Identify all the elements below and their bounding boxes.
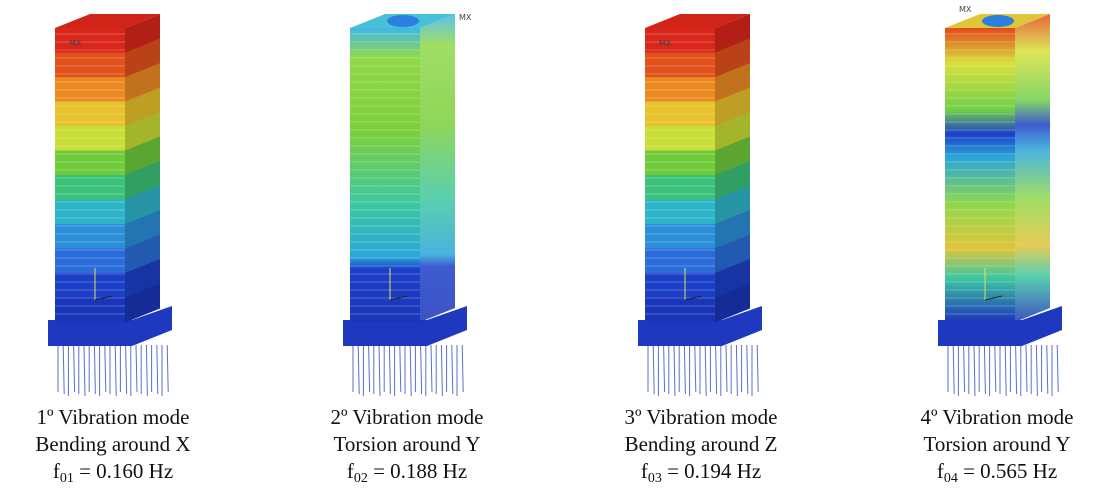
description: Torsion around Y bbox=[877, 431, 1117, 458]
caption: 4º Vibration mode Torsion around Y f04 =… bbox=[877, 404, 1117, 485]
tower-band bbox=[645, 224, 715, 249]
pile bbox=[74, 345, 75, 392]
freq-text: = 0.565 Hz bbox=[958, 459, 1057, 483]
tower-body bbox=[350, 28, 420, 322]
description: Torsion around Y bbox=[287, 431, 527, 458]
frequency: f03 = 0.194 Hz bbox=[581, 458, 821, 485]
tower-band bbox=[55, 298, 125, 323]
pile bbox=[136, 345, 137, 392]
pile bbox=[1057, 345, 1058, 392]
caption: 1º Vibration mode Bending around X f01 =… bbox=[0, 404, 233, 485]
tower-band bbox=[55, 273, 125, 298]
mode: 1º Vibration mode bbox=[0, 404, 233, 431]
freq-symbol: f bbox=[53, 459, 60, 483]
pile bbox=[1047, 345, 1048, 394]
freq-symbol: f bbox=[347, 459, 354, 483]
pile bbox=[410, 345, 411, 396]
tower-images: MX MX MX MX bbox=[0, 0, 1118, 400]
caption: 3º Vibration mode Bending around Z f03 =… bbox=[581, 404, 821, 485]
tower-band bbox=[55, 28, 125, 53]
frequency: f01 = 0.160 Hz bbox=[0, 458, 233, 485]
pile bbox=[1016, 345, 1017, 394]
pile bbox=[389, 345, 390, 394]
pile bbox=[126, 345, 127, 394]
twist-core bbox=[982, 15, 1014, 27]
figure: MX MX MX MX 1º Vibration mode Bending aroun… bbox=[0, 0, 1118, 497]
pile bbox=[94, 345, 95, 394]
pile bbox=[674, 345, 675, 396]
pile bbox=[452, 345, 453, 394]
mode: 4º Vibration mode bbox=[877, 404, 1117, 431]
freq-text: = 0.188 Hz bbox=[368, 459, 467, 483]
pile bbox=[441, 345, 442, 396]
pile bbox=[757, 345, 758, 392]
pile bbox=[379, 345, 380, 396]
pile bbox=[974, 345, 975, 396]
pile bbox=[167, 345, 168, 392]
mode: 2º Vibration mode bbox=[287, 404, 527, 431]
pile bbox=[1026, 345, 1027, 392]
pile bbox=[105, 345, 106, 392]
pile bbox=[995, 345, 996, 392]
pile bbox=[695, 345, 696, 392]
pile bbox=[84, 345, 85, 396]
tower-band bbox=[645, 273, 715, 298]
freq-symbol: f bbox=[641, 459, 648, 483]
pile bbox=[747, 345, 748, 394]
pile bbox=[736, 345, 737, 396]
twist-core bbox=[387, 15, 419, 27]
tower-side bbox=[1015, 14, 1050, 322]
pile bbox=[664, 345, 665, 392]
pile bbox=[726, 345, 727, 392]
pile bbox=[146, 345, 147, 396]
pile bbox=[369, 345, 370, 392]
max-label: MX bbox=[659, 39, 672, 48]
pile bbox=[984, 345, 985, 394]
tower-band bbox=[645, 28, 715, 53]
max-label: MX bbox=[459, 13, 472, 22]
tower-band bbox=[645, 200, 715, 225]
tower-side bbox=[420, 14, 455, 322]
freq-subscript: 03 bbox=[648, 471, 662, 486]
caption: 2º Vibration mode Torsion around Y f02 =… bbox=[287, 404, 527, 485]
frequency: f04 = 0.565 Hz bbox=[877, 458, 1117, 485]
freq-subscript: 01 bbox=[60, 471, 74, 486]
max-label: MX bbox=[69, 39, 82, 48]
description: Bending around Z bbox=[581, 431, 821, 458]
max-label: MX bbox=[959, 5, 972, 14]
pile bbox=[462, 345, 463, 392]
pile bbox=[421, 345, 422, 394]
pile bbox=[964, 345, 965, 392]
pile bbox=[705, 345, 706, 396]
tower-band bbox=[55, 249, 125, 274]
freq-symbol: f bbox=[937, 459, 944, 483]
pile bbox=[63, 345, 64, 394]
pile bbox=[953, 345, 954, 394]
tower-body bbox=[945, 28, 1015, 322]
pile bbox=[684, 345, 685, 394]
tower-band bbox=[645, 298, 715, 323]
pile bbox=[1005, 345, 1006, 396]
pile bbox=[358, 345, 359, 394]
pile bbox=[115, 345, 116, 396]
pile bbox=[653, 345, 654, 394]
pile bbox=[716, 345, 717, 394]
tower-band bbox=[645, 175, 715, 200]
pile bbox=[157, 345, 158, 394]
pile bbox=[400, 345, 401, 392]
tower-band bbox=[55, 175, 125, 200]
tower-band bbox=[55, 224, 125, 249]
tower-band bbox=[645, 249, 715, 274]
freq-subscript: 02 bbox=[354, 471, 368, 486]
description: Bending around X bbox=[0, 431, 233, 458]
pile bbox=[431, 345, 432, 392]
mode: 3º Vibration mode bbox=[581, 404, 821, 431]
pile bbox=[1036, 345, 1037, 396]
freq-text: = 0.194 Hz bbox=[662, 459, 761, 483]
freq-subscript: 04 bbox=[944, 471, 958, 486]
tower-band bbox=[55, 200, 125, 225]
frequency: f02 = 0.188 Hz bbox=[287, 458, 527, 485]
freq-text: = 0.160 Hz bbox=[74, 459, 173, 483]
